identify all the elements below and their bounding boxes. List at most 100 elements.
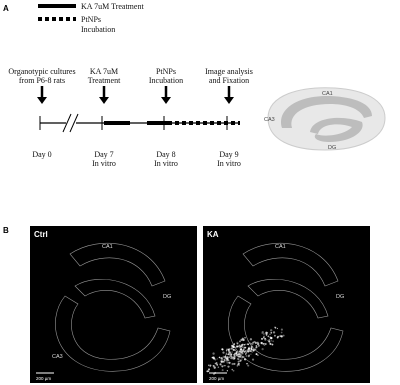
signal-dot xyxy=(233,356,235,358)
signal-dot xyxy=(250,353,252,355)
arrow-head xyxy=(99,97,109,104)
signal-dot xyxy=(247,343,250,346)
signal-dot xyxy=(237,363,240,366)
signal-dot xyxy=(251,358,255,361)
signal-dot xyxy=(229,352,232,355)
micrograph-bg xyxy=(203,226,370,383)
signal-dot xyxy=(237,358,239,360)
step-label: KA 7uM xyxy=(90,67,118,76)
region-label: CA1 xyxy=(275,244,286,250)
region-label: CA3 xyxy=(264,117,275,123)
signal-dot xyxy=(261,330,264,334)
signal-dot xyxy=(238,344,241,347)
signal-dot xyxy=(271,343,274,346)
signal-dot xyxy=(239,340,241,343)
signal-dot xyxy=(225,357,229,360)
signal-dot xyxy=(247,364,250,367)
signal-dot xyxy=(226,370,228,372)
signal-dot xyxy=(239,348,243,351)
signal-dot xyxy=(237,360,240,363)
signal-dot xyxy=(217,366,220,368)
signal-dot xyxy=(212,352,215,355)
legend-text: PtNPs xyxy=(81,15,101,24)
signal-dot xyxy=(231,351,233,353)
signal-dot xyxy=(245,354,248,357)
signal-dot xyxy=(257,354,259,356)
signal-dot xyxy=(249,338,253,341)
signal-dot xyxy=(228,348,231,351)
step-label: from P6-8 rats xyxy=(19,76,65,85)
step-label: Organotypic cultures xyxy=(8,67,75,76)
signal-dot xyxy=(221,369,224,372)
scale-label: 200 µm xyxy=(36,376,51,381)
signal-dot xyxy=(239,347,241,349)
step-label: Incubation xyxy=(149,76,183,85)
signal-dot xyxy=(244,336,246,339)
day-label: Day 9 xyxy=(219,150,238,159)
legend-text: KA 7uM Treatment xyxy=(81,2,144,11)
signal-dot xyxy=(250,343,253,345)
signal-dot xyxy=(269,342,272,345)
signal-dot xyxy=(237,345,241,348)
signal-dot xyxy=(227,365,230,368)
panel-label: A xyxy=(3,4,9,13)
signal-dot xyxy=(226,355,229,358)
signal-dot xyxy=(209,364,212,367)
signal-dot xyxy=(212,365,215,367)
signal-dot xyxy=(213,357,216,360)
signal-dot xyxy=(246,362,248,365)
signal-dot xyxy=(229,353,232,357)
micrograph-bg xyxy=(30,226,197,383)
signal-dot xyxy=(235,353,238,356)
signal-dot xyxy=(230,352,233,356)
signal-dot xyxy=(235,352,238,355)
signal-dot xyxy=(242,347,246,350)
region-label: CA1 xyxy=(322,91,333,97)
signal-dot xyxy=(251,351,253,353)
signal-dot xyxy=(276,327,279,330)
signal-dot xyxy=(231,356,234,358)
signal-dot xyxy=(263,343,265,345)
signal-dot xyxy=(227,359,230,362)
signal-dot xyxy=(270,331,273,334)
signal-dot xyxy=(282,334,285,337)
signal-dot xyxy=(236,342,239,345)
signal-dot xyxy=(224,364,226,367)
signal-dot xyxy=(268,340,271,343)
image-panels: Ctrl CA1 DG CA3 200 µm KA CA1 DG CA3 200 µm xyxy=(30,226,370,383)
signal-dot xyxy=(238,362,240,365)
signal-dot xyxy=(230,353,233,356)
signal-dot xyxy=(244,358,247,361)
signal-dot xyxy=(222,355,225,359)
signal-dot xyxy=(230,347,233,350)
signal-dot xyxy=(223,358,226,361)
signal-dot xyxy=(244,346,247,349)
dg-layer xyxy=(310,117,363,142)
region-label: DG xyxy=(336,294,344,300)
signal-dot xyxy=(255,353,258,356)
step-label: Treatment xyxy=(88,76,121,85)
signal-dot xyxy=(226,348,229,351)
signal-dot xyxy=(243,349,245,351)
signal-dot xyxy=(247,350,250,353)
step-label: PtNPs xyxy=(156,67,176,76)
signal-dot xyxy=(233,358,235,360)
day-label: In vitro xyxy=(217,159,241,168)
signal-dot xyxy=(263,344,266,347)
signal-dot xyxy=(222,351,225,354)
signal-dot xyxy=(252,349,255,352)
signal-dot xyxy=(239,360,241,363)
signal-dot xyxy=(243,343,246,346)
step-label: Image analysis xyxy=(205,67,253,76)
signal-dot xyxy=(220,365,223,367)
axis-break-gap xyxy=(66,114,76,132)
signal-dot xyxy=(244,353,247,355)
signal-dot xyxy=(237,355,240,358)
signal-dot xyxy=(239,345,241,347)
scale-label: 200 µm xyxy=(209,376,224,381)
day-label: Day 8 xyxy=(156,150,175,159)
signal-dot xyxy=(239,359,242,362)
region-label: CA3 xyxy=(225,354,236,360)
